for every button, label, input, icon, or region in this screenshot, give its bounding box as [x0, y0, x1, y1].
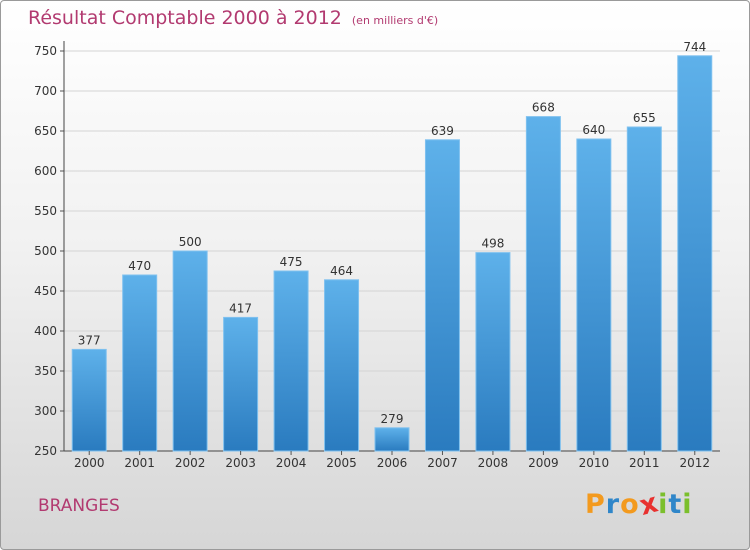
- bar-2009: [525, 116, 561, 452]
- data-label-2000: 377: [78, 333, 101, 347]
- bar-2012: [677, 55, 713, 452]
- bar-2007: [424, 139, 460, 452]
- y-tick-label: 750: [34, 44, 57, 58]
- x-tick-label-2005: 2005: [326, 456, 357, 470]
- bar-2008: [475, 252, 511, 452]
- x-tick-label-2011: 2011: [629, 456, 660, 470]
- data-label-2002: 500: [179, 235, 202, 249]
- y-tick-label: 600: [34, 164, 57, 178]
- x-tick-label-2004: 2004: [276, 456, 307, 470]
- bars: [71, 55, 713, 452]
- place-name: BRANGES: [38, 496, 120, 516]
- bar-2003: [223, 316, 259, 452]
- y-tick-labels: 250 300 350 400 450 500 550 600 650 700 750: [34, 44, 57, 458]
- data-label-2005: 464: [330, 264, 353, 278]
- x-tick-label-2002: 2002: [175, 456, 206, 470]
- data-label-2009: 668: [532, 101, 555, 115]
- x-tick-label-2007: 2007: [427, 456, 458, 470]
- data-labels: 377 470 500 417 475 464 279 639 498 668 640 655 744: [78, 40, 706, 426]
- logo-letter: t: [668, 489, 683, 520]
- proxiti-logo: Proxiti: [585, 487, 693, 522]
- x-tick-label-2012: 2012: [679, 456, 710, 470]
- logo-letter: i: [682, 489, 693, 520]
- y-tick-label: 250: [34, 444, 57, 458]
- data-label-2001: 470: [128, 259, 151, 273]
- gridlines: [60, 50, 720, 452]
- logo-letter: r: [605, 489, 621, 520]
- logo-letter: o: [620, 489, 640, 520]
- chart-unit-note: (en milliers d'€): [351, 14, 439, 27]
- bar-2000: [71, 348, 107, 452]
- bar-2010: [576, 138, 612, 452]
- bar-2002: [172, 250, 208, 452]
- data-label-2003: 417: [229, 301, 252, 315]
- y-tick-label: 450: [34, 284, 57, 298]
- logo-letter: i: [658, 489, 669, 520]
- x-tick-label-2006: 2006: [377, 456, 408, 470]
- y-tick-label: 300: [34, 404, 57, 418]
- chart-title-block: Résultat Comptable 2000 à 2012 (en millie…: [28, 7, 438, 29]
- bar-2004: [273, 270, 309, 452]
- data-label-2011: 655: [633, 111, 656, 125]
- bar-2011: [626, 126, 662, 452]
- x-tick-label-2003: 2003: [225, 456, 256, 470]
- bar-2005: [324, 279, 360, 452]
- x-tick-label-2009: 2009: [528, 456, 559, 470]
- data-label-2004: 475: [280, 255, 303, 269]
- y-tick-label: 350: [34, 364, 57, 378]
- y-tick-label: 700: [34, 84, 57, 98]
- y-tick-label: 650: [34, 124, 57, 138]
- x-tick-label-2010: 2010: [579, 456, 610, 470]
- axes: [63, 41, 720, 452]
- y-tick-label: 500: [34, 244, 57, 258]
- bar-2006: [374, 427, 410, 452]
- data-label-2010: 640: [582, 123, 605, 137]
- data-label-2007: 639: [431, 124, 454, 138]
- x-tick-label-2000: 2000: [74, 456, 105, 470]
- x-tick-labels: 2000 2001 2002 2003 2004 2005 2006 2007 2008 2009…: [74, 451, 710, 470]
- data-label-2008: 498: [481, 237, 504, 251]
- logo-letter: P: [585, 489, 606, 520]
- x-tick-label-2001: 2001: [124, 456, 155, 470]
- chart-title: Résultat Comptable 2000 à 2012: [28, 7, 342, 29]
- x-tick-label-2008: 2008: [478, 456, 509, 470]
- data-label-2006: 279: [381, 412, 404, 426]
- bar-2001: [122, 274, 158, 452]
- data-label-2012: 744: [683, 40, 706, 54]
- y-tick-label: 400: [34, 324, 57, 338]
- y-tick-label: 550: [34, 204, 57, 218]
